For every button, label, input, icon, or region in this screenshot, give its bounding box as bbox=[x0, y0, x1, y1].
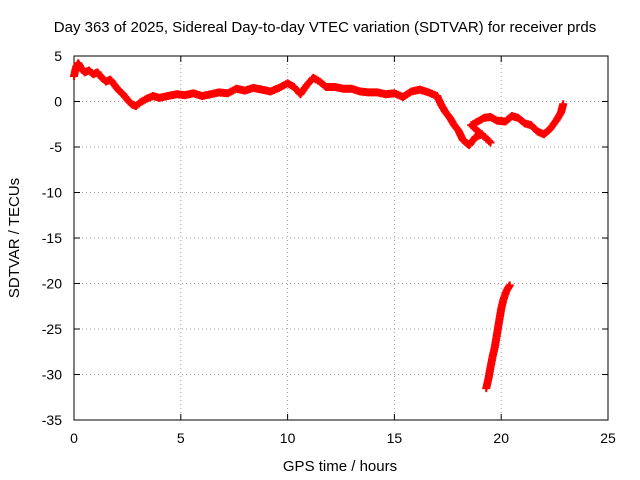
y-tick-label: -20 bbox=[42, 276, 62, 292]
y-tick-label: -25 bbox=[42, 321, 62, 337]
y-tick-label: 0 bbox=[54, 94, 62, 110]
data-point bbox=[559, 100, 568, 109]
y-tick-label: -30 bbox=[42, 367, 62, 383]
y-tick-label: -5 bbox=[50, 139, 63, 155]
x-tick-label: 15 bbox=[387, 430, 403, 446]
grid-lines bbox=[74, 56, 608, 420]
data-series bbox=[70, 59, 568, 393]
y-tick-label: 5 bbox=[54, 48, 62, 64]
x-axis-label: GPS time / hours bbox=[283, 458, 397, 475]
axis-ticks: 0 5 10 15 20 25 5 0 -5 -10 -15 -20 -25 -30 -35 bbox=[42, 48, 616, 446]
x-tick-label: 20 bbox=[493, 430, 509, 446]
x-tick-label: 10 bbox=[280, 430, 296, 446]
x-tick-label: 5 bbox=[177, 430, 185, 446]
y-tick-label: -15 bbox=[42, 230, 62, 246]
y-axis-label: SDTVAR / TECUs bbox=[6, 178, 23, 298]
chart-title: Day 363 of 2025, Sidereal Day-to-day VTE… bbox=[54, 19, 596, 36]
y-tick-label: -35 bbox=[42, 412, 62, 428]
data-point bbox=[505, 281, 514, 290]
x-tick-label: 25 bbox=[600, 430, 616, 446]
series-sdtvar-prds bbox=[70, 59, 568, 393]
y-tick-label: -10 bbox=[42, 185, 62, 201]
x-tick-label: 0 bbox=[70, 430, 78, 446]
